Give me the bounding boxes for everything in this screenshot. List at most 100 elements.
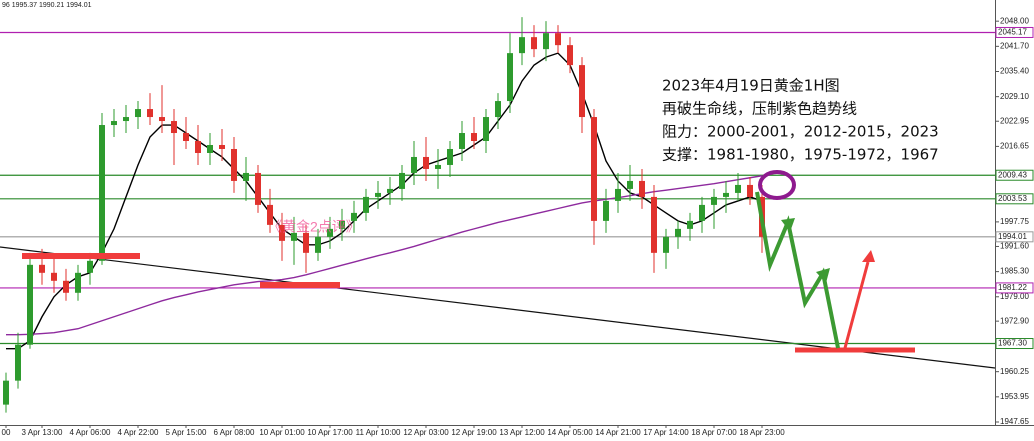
candle-body (447, 148, 453, 165)
candle-body (483, 117, 489, 142)
candle-body (555, 33, 561, 46)
y-tick-label: 1985.30 (1000, 267, 1029, 276)
candle-body (699, 204, 705, 221)
x-tick-label: 10 Apr 17:00 (307, 428, 353, 437)
candle-body (471, 133, 477, 142)
candle-body (675, 228, 681, 237)
green-path (755, 191, 840, 349)
candle-body (411, 156, 417, 173)
moving-average (6, 175, 763, 336)
candle-body (267, 204, 273, 225)
x-tick-label: 14 Apr 21:00 (595, 428, 641, 437)
candle-body (663, 236, 669, 253)
level-label: 2009.43 (998, 170, 1027, 179)
arrow-head (781, 218, 795, 232)
candle-body (171, 121, 177, 134)
level-box (995, 282, 1034, 294)
candle-body (603, 200, 609, 221)
candle-body (747, 184, 753, 197)
x-tick-label: 18 Apr 07:00 (691, 428, 737, 437)
annotation: 支撑：1981-1980，1975-1972，1967 (662, 146, 939, 164)
plot (0, 17, 995, 413)
candle-body (615, 188, 621, 201)
candle-body (507, 53, 513, 102)
candle-body (195, 141, 201, 153)
x-tick-label: 4 Apr 06:00 (70, 428, 111, 437)
y-tick-label: 1997.75 (1000, 217, 1029, 226)
level-box (995, 338, 1034, 350)
x-tick-label: 10 Apr 01:00 (259, 428, 305, 437)
candle-body (243, 172, 249, 181)
candle-body (15, 344, 21, 381)
y-tick-label: 2022.95 (1000, 116, 1029, 125)
candle-body (39, 264, 45, 273)
level-label: 1981.22 (998, 283, 1027, 292)
candle-body (723, 192, 729, 197)
level-label: 1967.30 (998, 339, 1027, 348)
candle-body (231, 148, 237, 181)
candle-body (291, 232, 297, 241)
candle-body (579, 65, 585, 118)
x-tick-label: 18 Apr 23:00 (739, 428, 785, 437)
candle-body (363, 196, 369, 213)
candle-body (279, 224, 285, 241)
y-tick-label: 2041.70 (1000, 41, 1029, 50)
level-label: 2003.53 (998, 194, 1027, 203)
level-box (995, 231, 1034, 243)
x-tick-label: 6 Apr 08:00 (214, 428, 255, 437)
annotation: 再破生命线，压制紫色趋势线 (662, 100, 857, 118)
y-tick-label: 2016.65 (1000, 142, 1029, 151)
red-arrow (843, 261, 870, 349)
candle-body (123, 117, 129, 122)
candle-body (303, 232, 309, 253)
candle-body (459, 133, 465, 149)
candle-body (591, 117, 597, 221)
x-tick-label: 12 Apr 03:00 (403, 428, 449, 437)
y-tick-label: 1953.95 (1000, 392, 1029, 401)
candle-body (183, 133, 189, 142)
level-label: 2045.17 (998, 28, 1027, 37)
candle-body (75, 272, 81, 293)
candle-body (27, 264, 33, 345)
candle-body (327, 228, 333, 237)
x-tick-label: 14 Apr 05:00 (547, 428, 593, 437)
candle-body (351, 212, 357, 221)
x-tick-label: 4 Apr 22:00 (118, 428, 159, 437)
candle-body (51, 272, 57, 281)
annotation: 2023年4月19日黄金1H图 (662, 77, 840, 95)
candle-body (63, 280, 69, 293)
y-tick-label: 2029.10 (1000, 92, 1029, 101)
candle-body (495, 101, 501, 118)
x-tick-label: 11 Apr 10:00 (356, 428, 401, 437)
candle-body (87, 260, 93, 273)
y-tick-label: 1979.00 (1000, 292, 1029, 301)
candle-body (147, 109, 153, 118)
candle-body (531, 37, 537, 50)
candle-body (567, 45, 573, 66)
candle-body (519, 37, 525, 54)
x-tick-label: 00 (2, 428, 11, 437)
candle-body (375, 192, 381, 197)
annotation: 阻力：2000-2001，2012-2015，2023 (662, 123, 939, 141)
candle-body (423, 156, 429, 169)
x-tick-label: 13 Apr 12:00 (499, 428, 545, 437)
candle-body (435, 164, 441, 169)
x-tick-label: 3 Apr 13:00 (22, 428, 63, 437)
candle-body (159, 117, 165, 122)
candle-body (99, 125, 105, 261)
highlight-ellipse (758, 170, 796, 200)
level-box (995, 26, 1034, 38)
candle-body (735, 184, 741, 193)
y-tick-label: 1972.90 (1000, 316, 1029, 325)
candle-body (651, 196, 657, 253)
candle-body (711, 196, 717, 205)
candle-body (255, 172, 261, 205)
y-tick-label: 1947.65 (1000, 417, 1029, 426)
arrow-head (862, 250, 875, 262)
x-tick-label: 12 Apr 19:00 (451, 428, 497, 437)
arrow-head (816, 268, 830, 283)
price-info: 96 1995.37 1990.21 1994.01 (2, 2, 92, 9)
